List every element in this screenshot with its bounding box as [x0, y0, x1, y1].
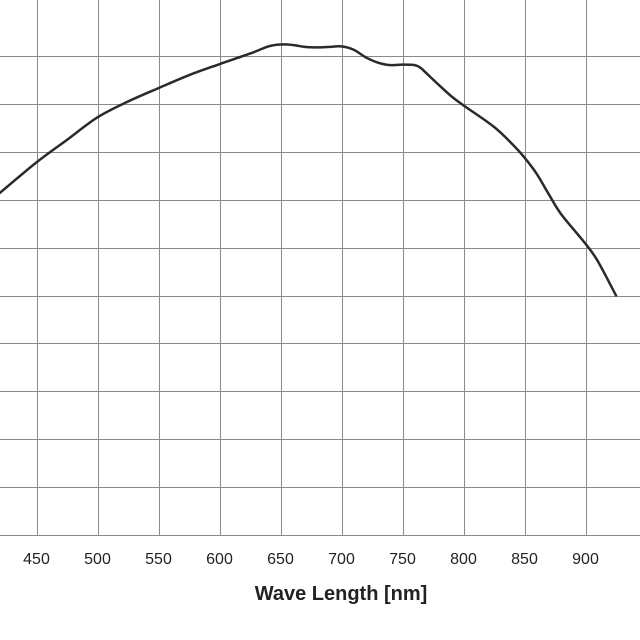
x-tick-label-900: 900: [572, 551, 599, 568]
x-tick-label-650: 650: [267, 551, 294, 568]
x-axis-title: Wave Length [nm]: [255, 583, 428, 605]
x-tick-label-700: 700: [328, 551, 355, 568]
x-tick-label-800: 800: [450, 551, 477, 568]
x-tick-label-550: 550: [145, 551, 172, 568]
x-tick-label-850: 850: [511, 551, 538, 568]
x-tick-label-500: 500: [84, 551, 111, 568]
series-layer: [0, 43, 618, 297]
x-tick-labels: 450 500 550 600 650 700 750 800 850 900: [23, 551, 599, 568]
x-tick-label-750: 750: [389, 551, 416, 568]
series-line-0: [0, 43, 618, 297]
grid: [0, 0, 640, 536]
x-tick-label-450: 450: [23, 551, 50, 568]
x-tick-label-600: 600: [206, 551, 233, 568]
